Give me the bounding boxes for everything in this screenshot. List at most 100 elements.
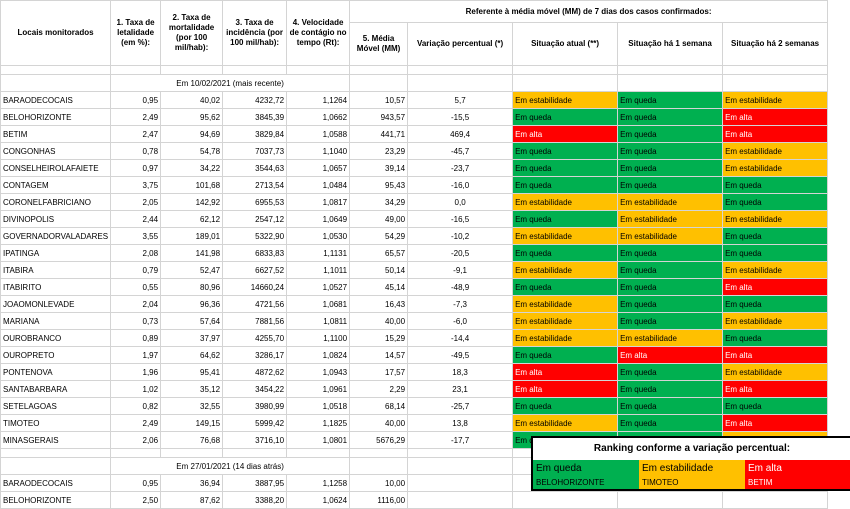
situacao-1-semana-cell: Em queda — [617, 278, 724, 296]
variacao-cell: -20,5 — [407, 244, 514, 262]
incidencia-cell: 3716,10 — [222, 431, 288, 449]
mortalidade-cell: 76,68 — [160, 431, 224, 449]
velocidade-cell: 1,0681 — [286, 295, 351, 313]
mortalidade-cell: 95,62 — [160, 108, 224, 126]
incidencia-cell: 2547,12 — [222, 210, 288, 228]
ranking-alta: Em alta — [745, 460, 850, 477]
media-movel-cell: 39,14 — [349, 159, 409, 177]
incidencia-cell: 3829,84 — [222, 125, 288, 143]
mortalidade-cell: 62,12 — [160, 210, 224, 228]
incidencia-cell: 5999,42 — [222, 414, 288, 432]
letalidade-cell: 2,49 — [110, 414, 162, 432]
media-movel-cell: 1116,00 — [349, 491, 409, 509]
letalidade-cell: 2,50 — [110, 491, 162, 509]
situacao-2-semanas-cell: Em alta — [722, 414, 829, 432]
situacao-1-semana-cell: Em queda — [617, 176, 724, 194]
header-group-row: Locais monitorados 1. Taxa de letalidade… — [0, 0, 829, 66]
situacao-2-semanas-cell: Em estabilidade — [722, 363, 829, 381]
letalidade-cell: 2,49 — [110, 108, 162, 126]
situacao-1-semana-cell: Em alta — [617, 346, 724, 364]
situacao-2-semanas-cell: Em queda — [722, 397, 829, 415]
header-media-movel: 5. Média Móvel (MM) — [349, 22, 409, 66]
situacao-atual-cell: Em alta — [512, 125, 619, 143]
ranking-first-estabilidade: TIMOTEO — [639, 477, 745, 489]
velocidade-cell: 1,0662 — [286, 108, 351, 126]
letalidade-cell: 3,55 — [110, 227, 162, 245]
mortalidade-cell: 32,55 — [160, 397, 224, 415]
situacao-1-semana-cell: Em queda — [617, 125, 724, 143]
ranking-queda: Em queda — [533, 460, 639, 477]
variacao-cell: -7,3 — [407, 295, 514, 313]
incidencia-cell: 6627,52 — [222, 261, 288, 279]
ranking-first-alta: BETIM — [745, 477, 850, 489]
incidencia-cell: 4872,62 — [222, 363, 288, 381]
header-media-movel-group: Referente à média móvel (MM) de 7 dias d… — [349, 0, 829, 24]
velocidade-cell: 1,0961 — [286, 380, 351, 398]
situacao-atual-cell: Em estabilidade — [512, 414, 619, 432]
header-incidencia: 3. Taxa de incidência (por 100 mil/hab): — [222, 0, 288, 66]
situacao-2-semanas-cell: Em queda — [722, 244, 829, 262]
situacao-1-semana-cell: Em queda — [617, 380, 724, 398]
table-row: OUROBRANCO 0,89 37,97 4255,70 1,1100 15,29 -14… — [0, 329, 829, 347]
variacao-cell: -16,0 — [407, 176, 514, 194]
incidencia-cell: 3887,95 — [222, 474, 288, 492]
situacao-1-semana-cell: Em queda — [617, 244, 724, 262]
mortalidade-cell: 34,22 — [160, 159, 224, 177]
velocidade-cell: 1,0527 — [286, 278, 351, 296]
media-movel-cell: 68,14 — [349, 397, 409, 415]
situacao-atual-cell: Em estabilidade — [512, 329, 619, 347]
velocidade-cell: 1,0484 — [286, 176, 351, 194]
situacao-2-semanas-cell: Em queda — [722, 193, 829, 211]
header-mortalidade: 2. Taxa de mortalidade (por 100 mil/hab)… — [160, 0, 224, 66]
situacao-1-semana-cell: Em queda — [617, 414, 724, 432]
header-letalidade: 1. Taxa de letalidade (em %): — [110, 0, 162, 66]
table-row: OUROPRETO 1,97 64,62 3286,17 1,0824 14,57 -49,… — [0, 346, 829, 364]
situacao-atual-cell: Em queda — [512, 142, 619, 160]
velocidade-cell: 1,0588 — [286, 125, 351, 143]
local-cell: IPATINGA — [0, 244, 112, 262]
letalidade-cell: 1,97 — [110, 346, 162, 364]
variacao-cell: -14,4 — [407, 329, 514, 347]
incidencia-cell: 5322,90 — [222, 227, 288, 245]
media-movel-cell: 16,43 — [349, 295, 409, 313]
variacao-cell: -48,9 — [407, 278, 514, 296]
variacao-cell: -23,7 — [407, 159, 514, 177]
variacao-cell: 13,8 — [407, 414, 514, 432]
incidencia-cell: 4721,56 — [222, 295, 288, 313]
incidencia-cell: 4232,72 — [222, 91, 288, 109]
situacao-atual-cell: Em queda — [512, 244, 619, 262]
local-cell: SANTABARBARA — [0, 380, 112, 398]
situacao-1-semana-cell: Em queda — [617, 397, 724, 415]
table-row: ITABIRITO 0,55 80,96 14660,24 1,0527 45,14 -48… — [0, 278, 829, 296]
mortalidade-cell: 96,36 — [160, 295, 224, 313]
local-cell: BETIM — [0, 125, 112, 143]
mortalidade-cell: 64,62 — [160, 346, 224, 364]
section-row: Em 10/02/2021 (mais recente) — [0, 74, 829, 92]
velocidade-cell: 1,1040 — [286, 142, 351, 160]
local-cell: BELOHORIZONTE — [0, 108, 112, 126]
mortalidade-cell: 87,62 — [160, 491, 224, 509]
situacao-1-semana-cell: Em estabilidade — [617, 329, 724, 347]
mortalidade-cell: 142,92 — [160, 193, 224, 211]
local-cell: ITABIRA — [0, 261, 112, 279]
media-movel-cell: 50,14 — [349, 261, 409, 279]
situacao-2-semanas-cell: Em queda — [722, 329, 829, 347]
velocidade-cell: 1,0649 — [286, 210, 351, 228]
letalidade-cell: 0,73 — [110, 312, 162, 330]
letalidade-cell: 2,04 — [110, 295, 162, 313]
table-row: BETIM 2,47 94,69 3829,84 1,0588 441,71 469,4 Em… — [0, 125, 829, 143]
local-cell: BELOHORIZONTE — [0, 491, 112, 509]
velocidade-cell: 1,0811 — [286, 312, 351, 330]
table-row: BARAODECOCAIS 0,95 40,02 4232,72 1,1264 10,57… — [0, 91, 829, 109]
mortalidade-cell: 189,01 — [160, 227, 224, 245]
ranking-estabilidade: Em estabilidade — [639, 460, 745, 477]
variacao-cell: 0,0 — [407, 193, 514, 211]
situacao-atual-cell: Em queda — [512, 397, 619, 415]
local-cell: SETELAGOAS — [0, 397, 112, 415]
situacao-atual-cell: Em queda — [512, 346, 619, 364]
table-row: CONSELHEIROLAFAIETE 0,97 34,22 3544,63 1,065… — [0, 159, 829, 177]
media-movel-cell: 14,57 — [349, 346, 409, 364]
situacao-2-semanas-cell: Em estabilidade — [722, 91, 829, 109]
situacao-atual-cell: Em queda — [512, 176, 619, 194]
mortalidade-cell: 94,69 — [160, 125, 224, 143]
